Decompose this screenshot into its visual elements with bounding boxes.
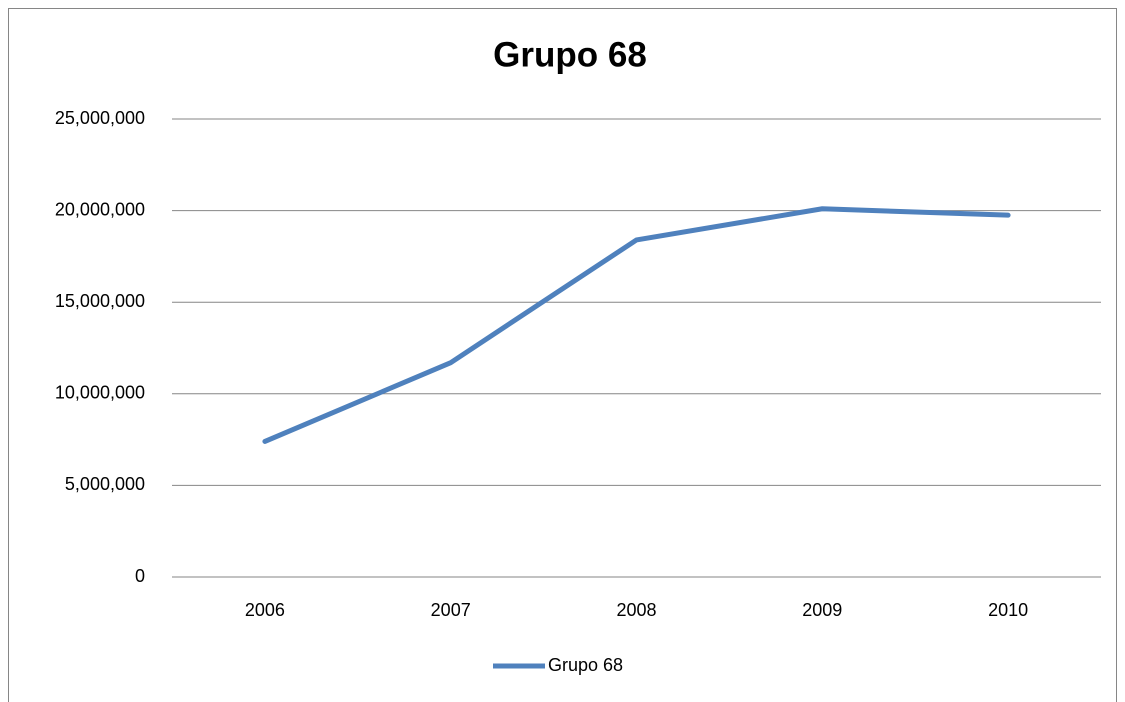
y-tick-label: 15,000,000 [55,291,145,311]
x-tick-label: 2006 [245,600,285,620]
legend-label: Grupo 68 [548,655,623,675]
y-tick-label: 10,000,000 [55,383,145,403]
x-tick-label: 2008 [616,600,656,620]
y-tick-label: 0 [135,566,145,586]
chart-title: Grupo 68 [493,35,647,74]
y-tick-label: 5,000,000 [65,474,145,494]
y-tick-label: 20,000,000 [55,199,145,219]
y-tick-label: 25,000,000 [55,108,145,128]
data-line [262,206,1011,444]
x-tick-label: 2007 [431,600,471,620]
x-tick-label: 2010 [988,600,1028,620]
chart-border [8,8,1117,702]
x-tick-label: 2009 [802,600,842,620]
